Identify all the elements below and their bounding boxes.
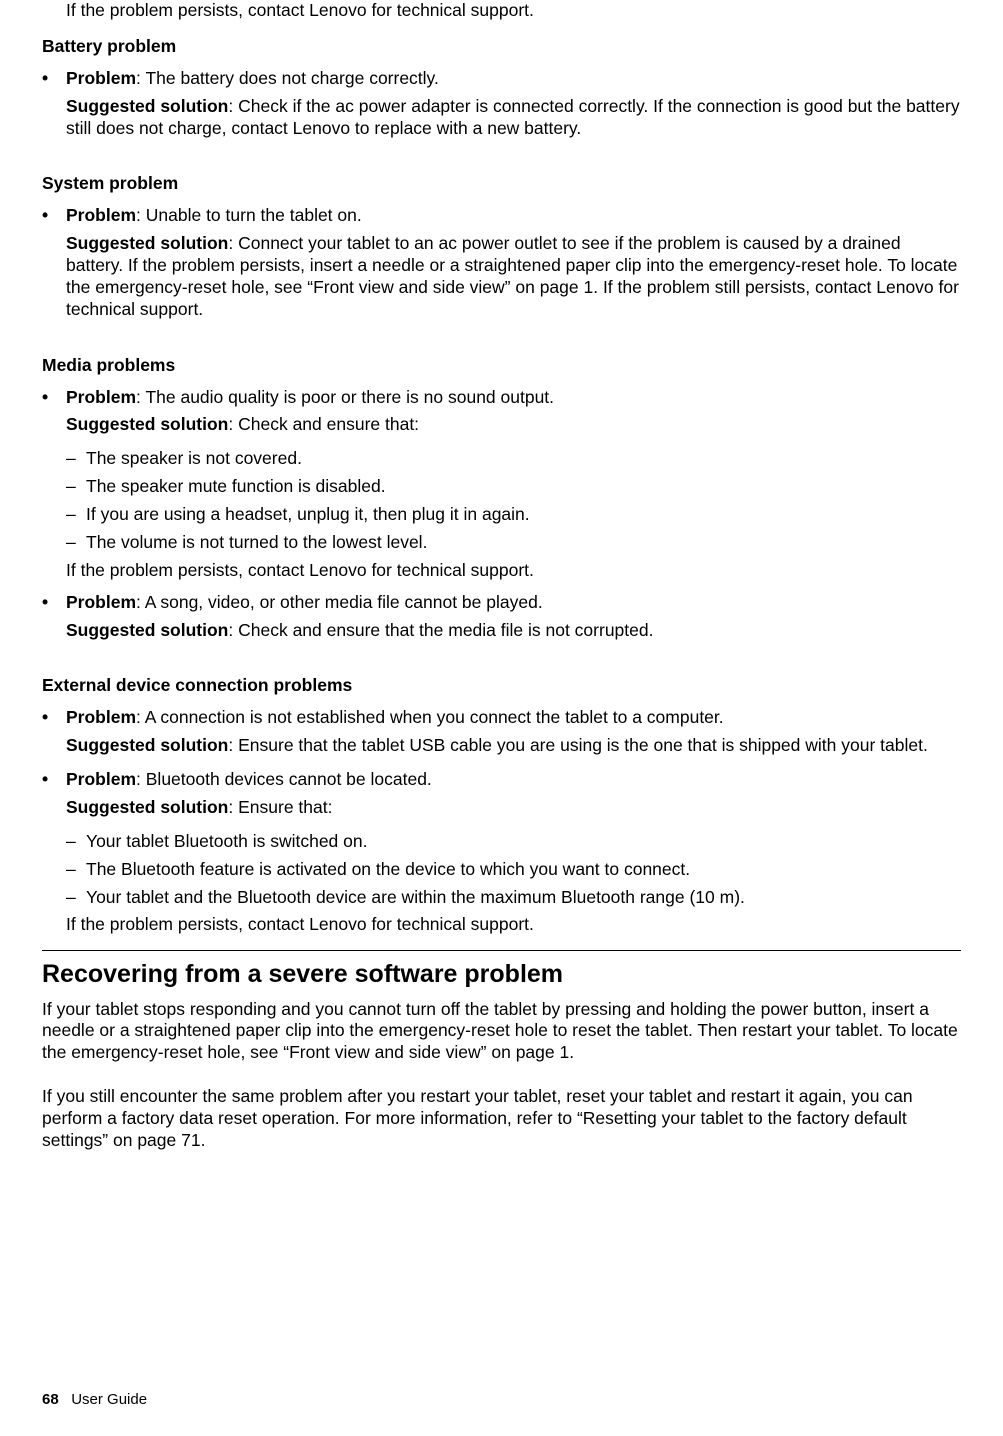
problem-label: Problem — [66, 707, 136, 727]
recover-p2: If you still encounter the same problem … — [42, 1086, 961, 1152]
media-item-1: • Problem: A song, video, or other media… — [42, 592, 961, 648]
problem-text: : Bluetooth devices cannot be located. — [136, 769, 432, 789]
bullet-body: Problem: A connection is not established… — [66, 707, 961, 763]
external-dash-0: – Your tablet Bluetooth is switched on. — [42, 831, 961, 853]
media-dash-3: – The volume is not turned to the lowest… — [42, 532, 961, 554]
bullet-marker: • — [42, 387, 66, 409]
dash-text: The volume is not turned to the lowest l… — [86, 532, 961, 554]
dash-marker: – — [66, 532, 86, 554]
solution-text: : Ensure that: — [228, 797, 332, 817]
media-heading: Media problems — [42, 355, 961, 377]
problem-text: : A song, video, or other media file can… — [136, 592, 543, 612]
recover-heading: Recovering from a severe software proble… — [42, 959, 961, 990]
dash-text: The speaker mute function is disabled. — [86, 476, 961, 498]
solution-text: : Check and ensure that the media file i… — [228, 620, 653, 640]
media-dash-0: – The speaker is not covered. — [42, 448, 961, 470]
problem-label: Problem — [66, 68, 136, 88]
media-dash-2: – If you are using a headset, unplug it,… — [42, 504, 961, 526]
page-number: 68 — [42, 1391, 59, 1408]
battery-item-0: • Problem: The battery does not charge c… — [42, 68, 961, 146]
problem-text: : Unable to turn the tablet on. — [136, 205, 362, 225]
problem-text: : The audio quality is poor or there is … — [136, 387, 554, 407]
solution-text: : Ensure that the tablet USB cable you a… — [228, 735, 927, 755]
external-post-1: If the problem persists, contact Lenovo … — [42, 914, 961, 936]
bullet-body: Problem: A song, video, or other media f… — [66, 592, 961, 648]
dash-marker: – — [66, 831, 86, 853]
solution-label: Suggested solution — [66, 735, 228, 755]
dash-text: Your tablet and the Bluetooth device are… — [86, 887, 961, 909]
dash-text: Your tablet Bluetooth is switched on. — [86, 831, 961, 853]
problem-label: Problem — [66, 769, 136, 789]
section-separator — [42, 950, 961, 951]
external-item-1: • Problem: Bluetooth devices cannot be l… — [42, 769, 961, 825]
dash-text: The speaker is not covered. — [86, 448, 961, 470]
problem-label: Problem — [66, 205, 136, 225]
solution-label: Suggested solution — [66, 96, 228, 116]
problem-text: : The battery does not charge correctly. — [136, 68, 439, 88]
system-item-0: • Problem: Unable to turn the tablet on.… — [42, 205, 961, 326]
page: If the problem persists, contact Lenovo … — [0, 0, 1003, 1436]
dash-text: The Bluetooth feature is activated on th… — [86, 859, 961, 881]
solution-label: Suggested solution — [66, 620, 228, 640]
solution-label: Suggested solution — [66, 233, 228, 253]
bullet-marker: • — [42, 592, 66, 614]
bullet-body: Problem: The audio quality is poor or th… — [66, 387, 961, 443]
media-dash-1: – The speaker mute function is disabled. — [42, 476, 961, 498]
media-post-0: If the problem persists, contact Lenovo … — [42, 560, 961, 582]
bullet-marker: • — [42, 769, 66, 791]
dash-text: If you are using a headset, unplug it, t… — [86, 504, 961, 526]
solution-text: : Check and ensure that: — [228, 414, 419, 434]
doc-title: User Guide — [71, 1391, 147, 1408]
bullet-marker: • — [42, 68, 66, 90]
external-heading: External device connection problems — [42, 675, 961, 697]
bullet-body: Problem: The battery does not charge cor… — [66, 68, 961, 146]
bullet-body: Problem: Unable to turn the tablet on. S… — [66, 205, 961, 326]
problem-label: Problem — [66, 592, 136, 612]
bullet-marker: • — [42, 707, 66, 729]
dash-marker: – — [66, 448, 86, 470]
external-dash-2: – Your tablet and the Bluetooth device a… — [42, 887, 961, 909]
media-item-0: • Problem: The audio quality is poor or … — [42, 387, 961, 443]
problem-label: Problem — [66, 387, 136, 407]
bullet-body: Problem: Bluetooth devices cannot be loc… — [66, 769, 961, 825]
bullet-marker: • — [42, 205, 66, 227]
dash-marker: – — [66, 859, 86, 881]
battery-heading: Battery problem — [42, 36, 961, 58]
intro-line: If the problem persists, contact Lenovo … — [42, 0, 961, 22]
system-heading: System problem — [42, 173, 961, 195]
external-item-0: • Problem: A connection is not establish… — [42, 707, 961, 763]
dash-marker: – — [66, 887, 86, 909]
page-footer: 68 User Guide — [42, 1391, 147, 1410]
solution-label: Suggested solution — [66, 414, 228, 434]
problem-text: : A connection is not established when y… — [136, 707, 724, 727]
recover-p1: If your tablet stops responding and you … — [42, 999, 961, 1065]
solution-label: Suggested solution — [66, 797, 228, 817]
dash-marker: – — [66, 504, 86, 526]
dash-marker: – — [66, 476, 86, 498]
external-dash-1: – The Bluetooth feature is activated on … — [42, 859, 961, 881]
